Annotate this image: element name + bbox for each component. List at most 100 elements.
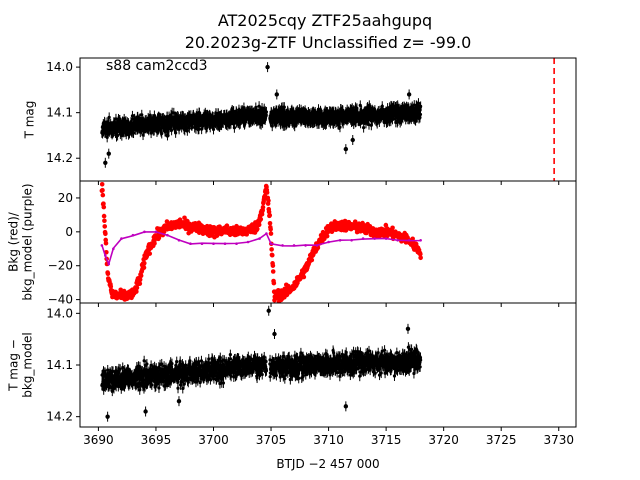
bkg-point (138, 273, 144, 279)
bkg-model-point (292, 244, 296, 247)
y-axis-label: bkg_model (purple) (21, 183, 35, 300)
bkg-point (137, 277, 143, 282)
data-point (358, 103, 362, 107)
bkg-model-point (120, 237, 123, 240)
bkg-point (101, 213, 107, 219)
bkg-point (315, 245, 321, 251)
bkg-point (100, 192, 106, 198)
data-point (418, 112, 423, 117)
data-point (419, 104, 423, 109)
bkg-point (260, 204, 266, 210)
bkg-model-point (143, 230, 146, 234)
data-point (170, 128, 174, 132)
data-point (362, 125, 366, 130)
bkg-point (161, 229, 167, 235)
data-point (232, 126, 236, 130)
bkg-model-point (131, 233, 135, 237)
bkg-point (105, 271, 111, 277)
data-point (160, 131, 164, 136)
bkg-point (264, 190, 270, 195)
bkg-model-point (246, 240, 250, 244)
plot-area (100, 305, 423, 422)
bkg-model-point (396, 239, 399, 242)
bkg-point (309, 257, 315, 263)
panel-top: 14.0 14.1 14.2 T mag s88 cam2ccd3 (23, 57, 577, 185)
bkg-point (269, 247, 274, 252)
panels: 14.0 14.1 14.2 T mag s88 cam2ccd3 −40 −20 0 20 Bk… (7, 57, 577, 447)
bkg-model-point (107, 262, 111, 266)
bkg-point (156, 235, 162, 241)
data-point (418, 115, 422, 120)
bkg-point (134, 285, 140, 291)
bkg-model-point (100, 244, 104, 247)
bkg-point (301, 274, 307, 280)
y-axis-label: Bkg (red)/ (7, 211, 21, 272)
data-point (174, 131, 178, 135)
chart-title-line1: AT2025cqy ZTF25aahgupq (218, 11, 432, 30)
y-tick-label: 14.2 (46, 151, 73, 165)
bkg-model-point (350, 239, 353, 242)
y-tick-label: −20 (48, 259, 73, 273)
bkg-point (324, 233, 330, 239)
y-tick-label: −40 (48, 293, 73, 307)
bkg-point (256, 222, 262, 227)
bkg-point (103, 240, 109, 246)
data-point (140, 113, 144, 117)
bkg-model-point (419, 239, 422, 242)
bkg-model-point (269, 242, 273, 245)
panel-annotation: s88 cam2ccd3 (106, 58, 208, 74)
bkg-point (258, 216, 264, 222)
data-point (121, 365, 125, 370)
bkg-model-point (384, 237, 388, 240)
data-point (118, 367, 122, 371)
outlier-point (106, 151, 111, 156)
chart-title-line2: 20.2023g-ZTF Unclassified z= -99.0 (185, 33, 472, 52)
data-point (116, 133, 120, 138)
bkg-point (103, 231, 108, 237)
bkg-point (108, 284, 114, 289)
bkg-model-point (338, 239, 342, 242)
bkg-model-point (177, 239, 181, 242)
data-point (264, 110, 269, 114)
bkg-point (177, 217, 183, 223)
bkg-model-point (200, 242, 204, 245)
bkg-point (102, 218, 107, 224)
bkg-point (267, 212, 273, 218)
bkg-point (101, 204, 107, 210)
bkg-model-line (101, 231, 421, 267)
outlier-point (406, 92, 412, 97)
bkg-model-point (281, 244, 284, 247)
bkg-model-point (166, 233, 169, 237)
bkg-point (418, 251, 423, 257)
bkg-model-point (154, 230, 158, 234)
bkg-point (254, 226, 260, 232)
bkg-point (152, 241, 157, 246)
outlier-point (103, 160, 108, 165)
y-axis-label: T mag (23, 101, 37, 140)
plot-area (99, 181, 423, 303)
outlier-point (165, 133, 170, 138)
y-tick-label: 14.0 (46, 60, 73, 74)
data-point (107, 115, 111, 120)
bkg-model-point (373, 237, 376, 240)
bkg-model-point (327, 240, 330, 244)
series-middle-0 (99, 181, 423, 303)
bkg-model-point (235, 242, 238, 245)
bkg-point (244, 232, 250, 237)
bkg-model-point (258, 237, 261, 240)
bkg-point (142, 260, 147, 266)
bkg-point (141, 265, 147, 270)
y-tick-label: 20 (58, 191, 73, 205)
bkg-point (137, 281, 143, 286)
bkg-point (268, 226, 273, 232)
bkg-model-point (407, 239, 411, 242)
bkg-point (134, 289, 139, 294)
bkg-model-point (189, 242, 192, 245)
bkg-point (267, 220, 273, 226)
bkg-model-point (265, 232, 268, 235)
bkg-point (269, 252, 275, 258)
bkg-point (418, 255, 423, 261)
bkg-point (101, 201, 106, 206)
